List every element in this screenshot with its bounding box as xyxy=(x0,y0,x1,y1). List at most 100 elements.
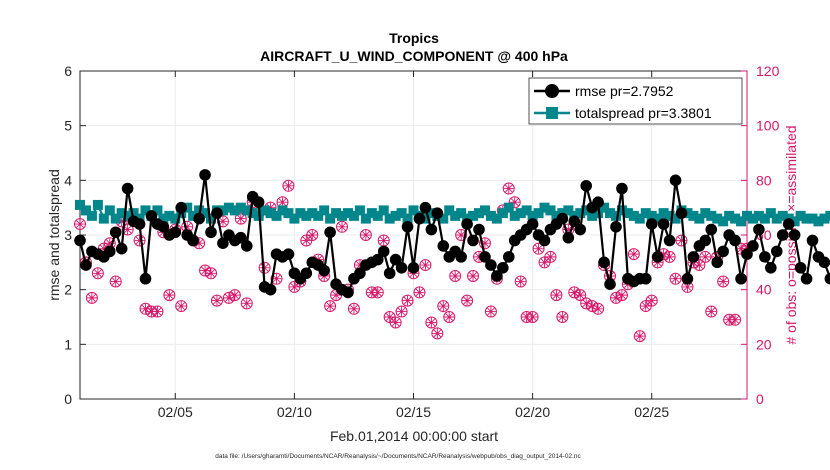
obs-assimilated-marker xyxy=(134,235,145,246)
totalspread-point xyxy=(283,208,294,219)
obs-assimilated-marker xyxy=(235,213,246,224)
obs-assimilated-marker xyxy=(217,216,228,227)
totalspread-point xyxy=(479,205,490,216)
obs-possible-marker xyxy=(216,215,229,228)
obs-assimilated-marker xyxy=(211,295,222,306)
totalspread-point xyxy=(247,208,258,219)
obs-point xyxy=(175,300,188,313)
rmse-point xyxy=(657,218,670,230)
obs-assimilated-marker xyxy=(104,238,115,249)
totalspread-point xyxy=(152,205,163,216)
totalspread-point xyxy=(646,210,657,221)
rmse-point xyxy=(663,234,676,247)
obs-possible-marker xyxy=(609,291,622,304)
obs-possible-marker xyxy=(85,291,98,304)
rmse-point xyxy=(193,212,205,225)
totalspread-point xyxy=(688,210,699,221)
rmse-point xyxy=(431,207,444,219)
x-tick-label: 02/10 xyxy=(277,404,312,420)
left-y-tick-label: 4 xyxy=(64,172,72,188)
obs-possible-marker xyxy=(580,297,593,310)
totalspread-point xyxy=(384,213,395,224)
totalspread-point xyxy=(694,213,705,224)
obs-assimilated-marker xyxy=(533,243,544,254)
obs-assimilated-marker xyxy=(676,235,687,246)
obs-assimilated-marker xyxy=(575,290,586,301)
obs-point xyxy=(109,275,122,288)
obs-assimilated-marker xyxy=(432,328,443,339)
rmse-point xyxy=(199,169,211,181)
totalspread-point xyxy=(759,213,770,224)
obs-possible-marker xyxy=(401,294,414,307)
rmse-point xyxy=(413,212,426,225)
totalspread-point xyxy=(664,210,675,221)
totalspread-point xyxy=(241,205,252,216)
totalspread-point xyxy=(206,213,217,224)
obs-point xyxy=(449,270,462,282)
totalspread-point xyxy=(438,213,449,224)
obs-possible-marker xyxy=(461,294,474,307)
obs-point xyxy=(532,242,545,255)
rmse-point xyxy=(377,245,390,258)
totalspread-point xyxy=(640,208,651,219)
totalspread-point xyxy=(789,216,800,227)
x-tick-label: 02/25 xyxy=(634,404,669,420)
totalspread-point xyxy=(450,210,461,221)
totalspread-point xyxy=(724,210,735,221)
left-y-tick-label: 5 xyxy=(64,118,72,134)
obs-point xyxy=(240,297,253,310)
rmse-point xyxy=(705,223,718,236)
rmse-point xyxy=(473,223,485,236)
obs-assimilated-marker xyxy=(545,251,556,262)
obs-assimilated-marker xyxy=(468,271,479,281)
obs-point xyxy=(705,305,718,318)
obs-assimilated-marker xyxy=(474,251,485,262)
obs-assimilated-marker xyxy=(75,219,85,230)
obs-assimilated-marker xyxy=(348,303,359,314)
obs-possible-marker xyxy=(729,313,742,326)
obs-possible-marker xyxy=(228,289,241,302)
totalspread-point xyxy=(736,216,747,227)
totalspread-point xyxy=(652,213,663,224)
obs-assimilated-marker xyxy=(354,260,365,271)
obs-possible-marker xyxy=(615,289,628,302)
totalspread-point xyxy=(610,210,621,221)
totalspread-point xyxy=(485,210,496,221)
totalspread-point xyxy=(75,199,85,210)
obs-assimilated-marker xyxy=(259,262,270,273)
obs-assimilated-marker xyxy=(384,312,395,322)
obs-possible-marker xyxy=(210,294,223,307)
obs-assimilated-marker xyxy=(485,306,496,317)
totalspread-point xyxy=(307,208,318,219)
obs-point xyxy=(139,302,152,315)
obs-assimilated-marker xyxy=(616,290,627,301)
obs-point xyxy=(133,234,146,247)
rmse-point xyxy=(461,218,473,230)
rmse-point xyxy=(800,272,813,285)
obs-assimilated-marker xyxy=(646,295,657,306)
rmse-point xyxy=(121,182,134,195)
obs-point xyxy=(675,234,688,247)
rmse-point xyxy=(526,218,539,230)
obs-possible-marker xyxy=(151,305,164,318)
obs-assimilated-marker xyxy=(325,301,336,312)
obs-assimilated-marker xyxy=(390,317,401,328)
obs-point xyxy=(699,250,712,263)
obs-assimilated-marker xyxy=(515,276,526,287)
rmse-point xyxy=(497,262,509,274)
obs-point xyxy=(443,311,456,323)
obs-possible-marker xyxy=(205,267,218,280)
obs-possible-marker xyxy=(574,289,587,302)
totalspread-point xyxy=(801,213,812,224)
obs-point xyxy=(550,289,563,302)
totalspread-point xyxy=(581,205,592,216)
obs-possible-marker xyxy=(419,259,432,272)
obs-point xyxy=(419,259,432,272)
totalspread-point xyxy=(337,210,348,221)
obs-assimilated-marker xyxy=(718,276,729,287)
totalspread-point xyxy=(497,208,508,219)
obs-possible-marker xyxy=(550,289,563,302)
totalspread-point xyxy=(378,205,389,216)
right-y-tick-label: 20 xyxy=(756,336,772,352)
rmse-point xyxy=(681,272,694,285)
